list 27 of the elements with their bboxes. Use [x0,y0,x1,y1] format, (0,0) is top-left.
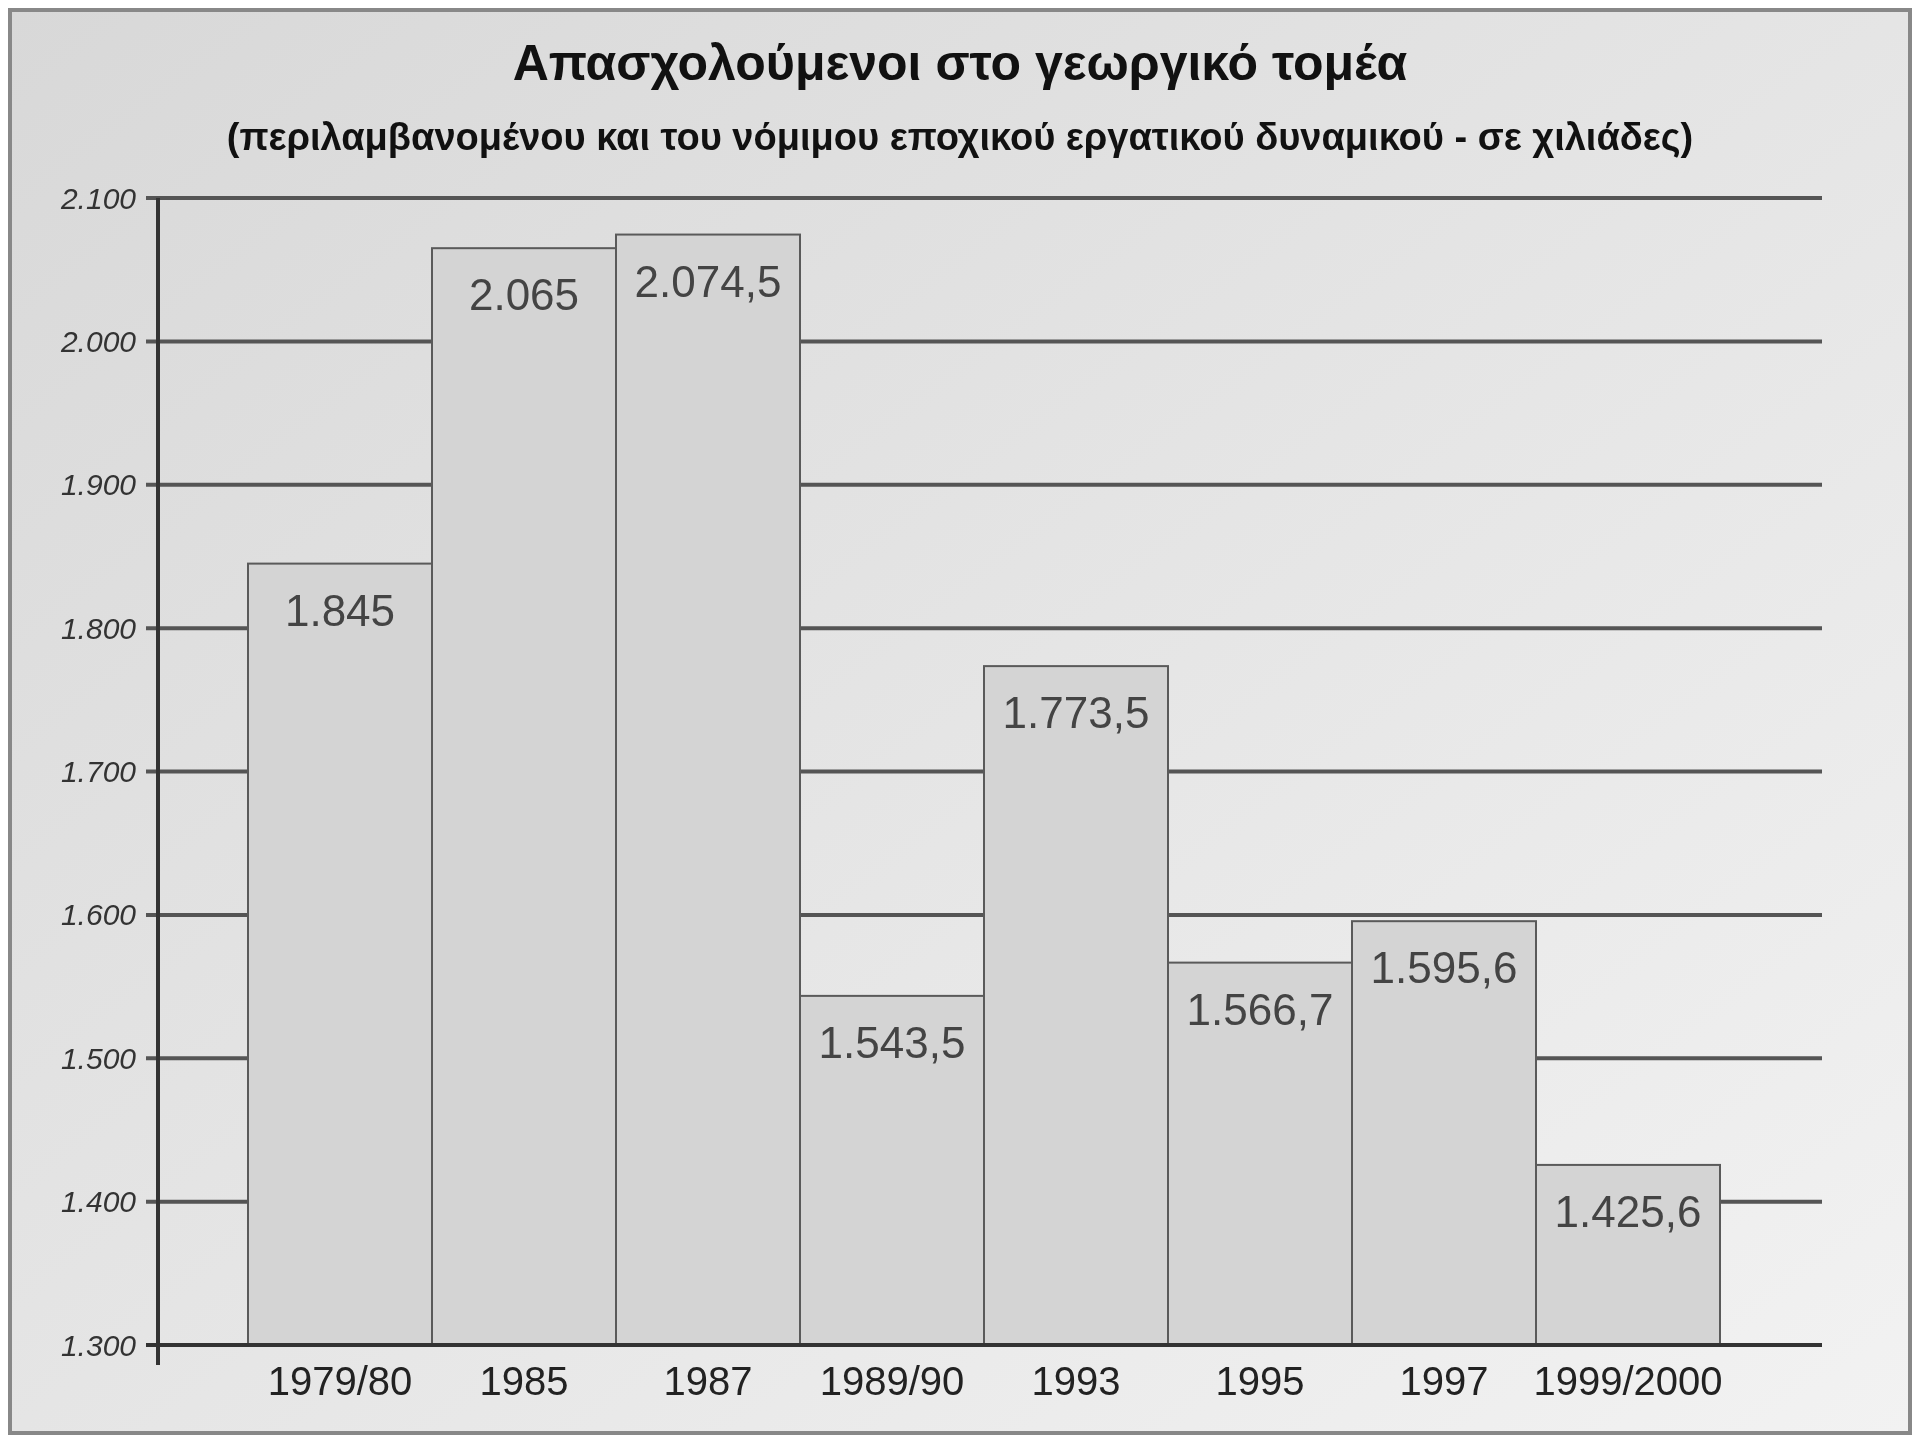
x-tick-label: 1989/90 [819,1359,965,1403]
data-label: 1.845 [284,585,396,635]
data-label: 1.543,5 [818,1017,966,1067]
y-tick-label: 1.400 [60,1185,137,1219]
x-tick-label: 1993 [1031,1359,1121,1403]
y-tick-label: 1.900 [60,468,137,502]
chart-title: Απασχολούμενοι στο γεωργικό τομέα [512,35,1408,91]
x-tick-label: 1997 [1399,1359,1489,1403]
y-tick-label: 2.100 [59,181,137,215]
data-label: 2.065 [468,270,580,320]
x-tick-label: 1985 [479,1359,569,1403]
x-tick-label: 1999/2000 [1533,1359,1723,1403]
y-tick-label: 1.500 [60,1041,137,1075]
data-label: 1.773,5 [1002,688,1150,738]
chart-subtitle: (περιλαμβανομένου και του νόμιμου εποχικού εργατικού δυναμικού - σε χιλιάδες) [226,116,1694,158]
data-label: 2.074,5 [634,256,782,306]
y-tick-label: 1.600 [60,898,137,932]
y-tick-label: 1.700 [60,755,137,788]
data-label: 1.595,6 [1370,943,1518,993]
data-label: 1.566,7 [1186,984,1334,1034]
x-tick-label: 1987 [663,1359,753,1403]
y-tick-label: 1.800 [60,611,137,645]
y-tick-label: 1.300 [60,1328,137,1362]
x-tick-label: 1995 [1215,1359,1305,1403]
y-tick-label: 2.000 [59,324,137,358]
data-label: 1.425,6 [1554,1186,1702,1236]
x-tick-label: 1979/80 [267,1359,413,1403]
